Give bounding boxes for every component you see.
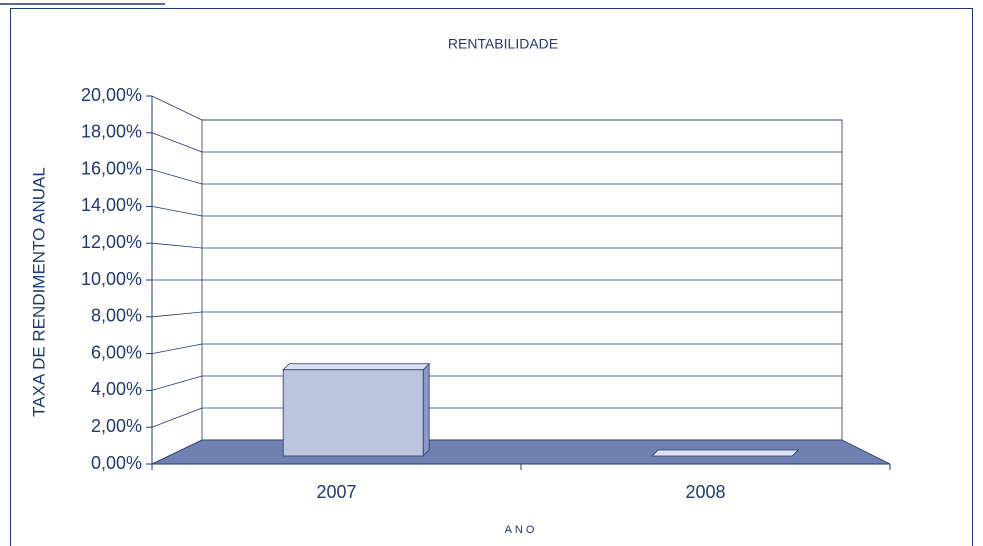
y-tick-label: 2,00% xyxy=(91,416,142,436)
side-grid-line xyxy=(151,311,203,318)
x-tick-label: 2007 xyxy=(316,482,356,502)
frame xyxy=(10,8,973,546)
side-grid-line xyxy=(151,95,203,121)
side-grid-line xyxy=(151,343,203,354)
y-tick-label: 14,00% xyxy=(81,195,142,215)
y-tick-label: 16,00% xyxy=(81,158,142,178)
side-grid-line xyxy=(151,375,203,391)
bar xyxy=(282,362,431,457)
y-axis-label: TAXA DE RENDIMENTO ANUAL xyxy=(29,167,48,417)
y-tick-label: 6,00% xyxy=(91,342,142,362)
y-tick-label: 10,00% xyxy=(81,269,142,289)
y-tick-label: 8,00% xyxy=(91,306,142,326)
y-tick-label: 18,00% xyxy=(81,122,142,142)
side-grid-line xyxy=(151,206,203,217)
side-grid-line xyxy=(151,169,203,185)
x-axis-label: ANO xyxy=(505,524,538,536)
y-tick-label: 12,00% xyxy=(81,232,142,252)
side-grid-line xyxy=(151,132,203,153)
chart-title: RENTABILIDADE xyxy=(448,36,558,52)
side-grid-line xyxy=(151,407,203,428)
y-tick-label: 4,00% xyxy=(91,379,142,399)
y-tick-label: 20,00% xyxy=(81,85,142,105)
bar xyxy=(651,449,800,457)
x-tick-label: 2008 xyxy=(685,482,725,502)
side-grid-line xyxy=(151,242,203,249)
y-tick-label: 0,00% xyxy=(91,453,142,473)
